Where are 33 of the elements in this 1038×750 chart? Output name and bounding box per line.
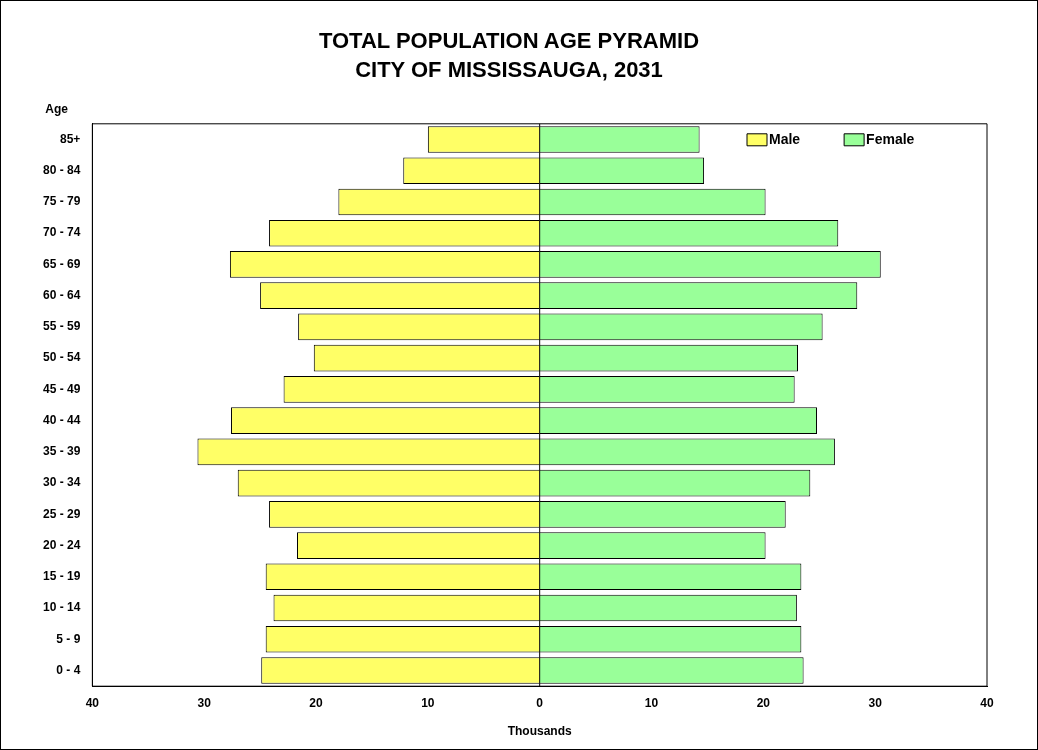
y-tick-label: 80 - 84 [43, 162, 81, 177]
y-tick-label: 55 - 59 [43, 319, 81, 334]
y-tick-label: 75 - 79 [43, 194, 81, 209]
x-tick-label: 40 [85, 695, 100, 710]
x-tick-label: 10 [644, 695, 659, 710]
x-tick-label: 40 [980, 695, 994, 710]
x-tick-label: 20 [756, 695, 771, 710]
legend-label: Female [866, 130, 915, 147]
x-tick-label: 0 [536, 695, 544, 710]
y-tick-label: 5 - 9 [56, 631, 81, 646]
y-tick-label: 35 - 39 [43, 444, 81, 459]
y-tick-label: 40 - 44 [43, 412, 81, 427]
y-tick-label: 45 - 49 [43, 381, 81, 396]
x-tick-label: 30 [197, 695, 212, 710]
chart-title: TOTAL POPULATION AGE PYRAMID [318, 28, 700, 54]
x-tick-label: 20 [309, 695, 324, 710]
y-tick-label: 0 - 4 [56, 662, 81, 677]
y-tick-label: 10 - 14 [43, 600, 81, 615]
x-tick-label: 30 [868, 695, 883, 710]
y-tick-label: 85+ [60, 131, 81, 146]
x-tick-label: 10 [421, 695, 435, 710]
y-tick-label: 25 - 29 [43, 506, 81, 521]
y-tick-label: 15 - 19 [43, 569, 81, 584]
y-tick-label: 20 - 24 [43, 537, 81, 552]
y-tick-label: 70 - 74 [43, 225, 81, 240]
y-tick-label: 50 - 54 [43, 350, 81, 365]
x-axis-title: Thousands [507, 724, 572, 739]
chart-subtitle: CITY OF MISSISSAUGA, 2031 [355, 56, 663, 82]
y-tick-label: 60 - 64 [43, 287, 81, 302]
y-tick-label: 30 - 34 [43, 475, 81, 490]
y-axis-title: Age [45, 102, 69, 117]
legend-label: Male [769, 130, 801, 147]
y-tick-label: 65 - 69 [43, 256, 81, 271]
